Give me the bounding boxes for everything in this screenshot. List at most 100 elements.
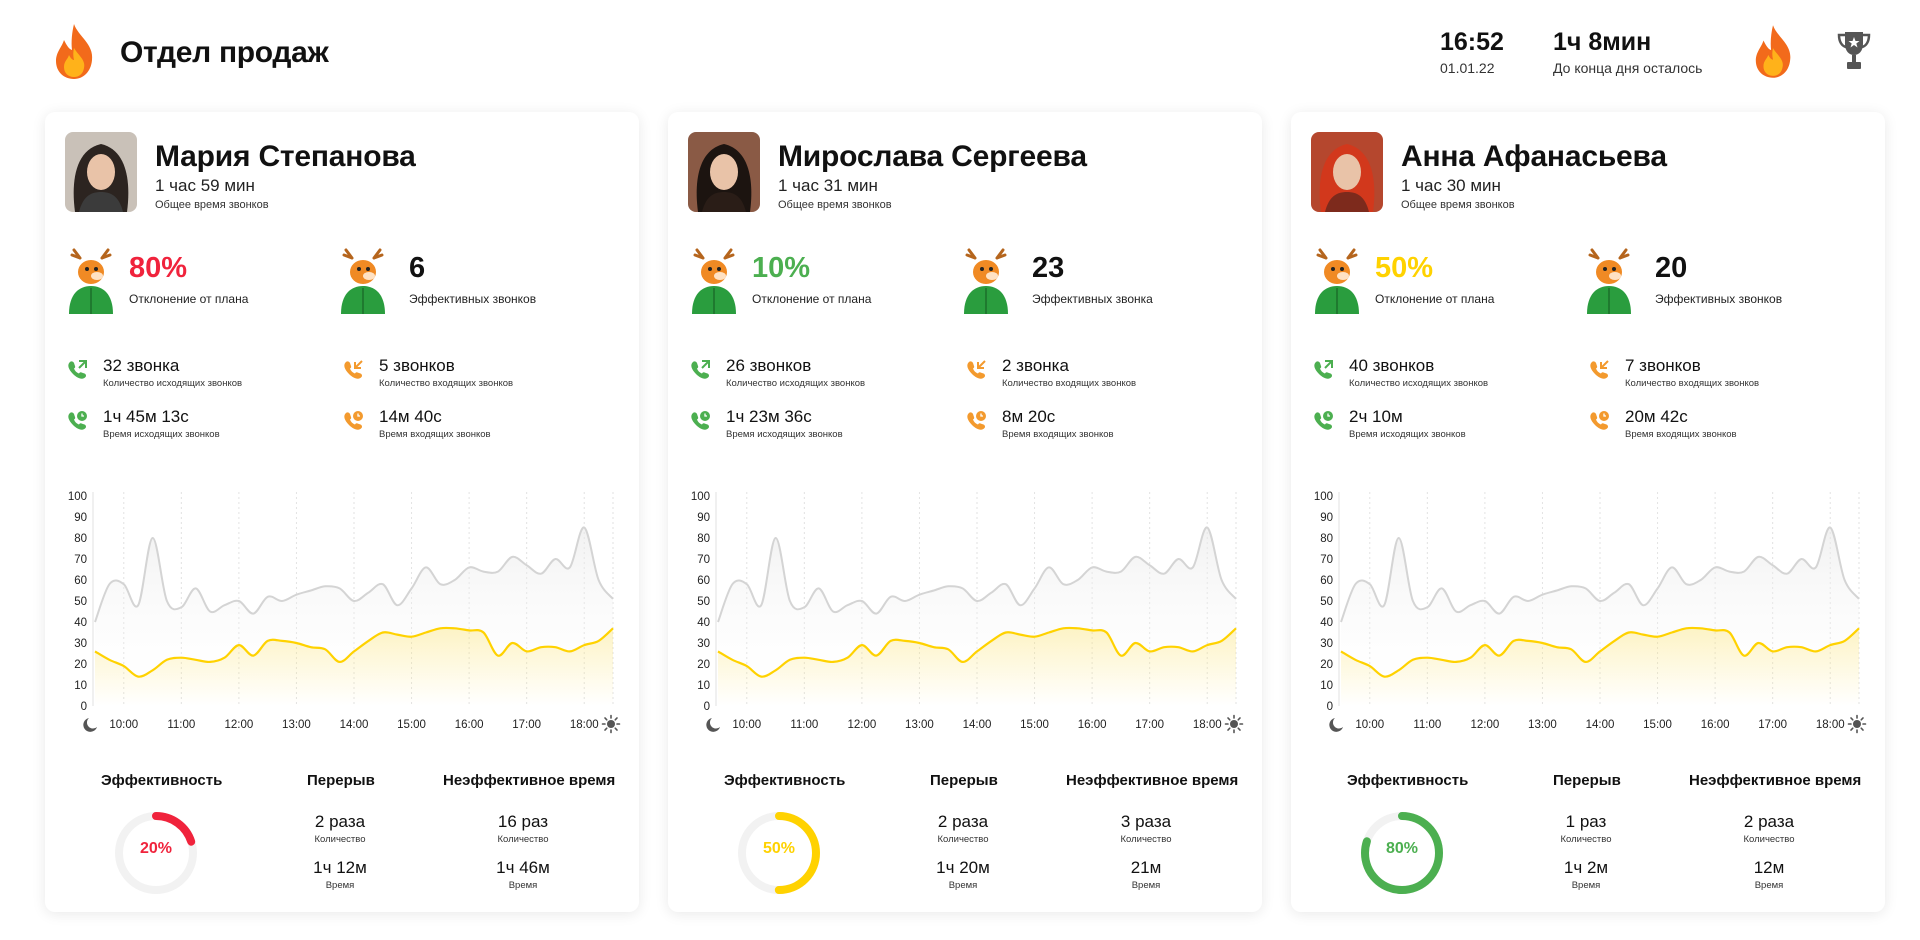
y-tick-label: 10 [697, 680, 710, 692]
break-time: 1ч 2м [1563, 858, 1609, 877]
x-tick-label: 16:00 [1701, 719, 1730, 731]
x-tick-label: 16:00 [455, 719, 484, 731]
avatar [1311, 132, 1383, 212]
x-tick-label: 10:00 [1355, 719, 1384, 731]
employee-name: Анна Афанасьева [1401, 140, 1667, 173]
y-tick-label: 70 [1320, 554, 1333, 566]
x-tick-label: 16:00 [1078, 719, 1107, 731]
y-tick-label: 100 [1314, 491, 1333, 503]
outgoing-calls-time-label: Время исходящих звонков [1349, 429, 1466, 440]
moon-icon [1329, 718, 1343, 732]
inefficient-time: 1ч 46м [496, 858, 550, 877]
x-tick-label: 17:00 [512, 719, 541, 731]
efficiency-value: 20% [139, 840, 173, 857]
efficiency-heading: Эффективность [724, 772, 846, 789]
y-tick-label: 100 [68, 491, 87, 503]
outgoing-time-icon [691, 411, 710, 430]
deer-mascot-icon [692, 248, 736, 314]
incoming-call-icon [1590, 360, 1609, 379]
y-tick-label: 90 [74, 512, 87, 524]
x-tick-label: 12:00 [1470, 719, 1499, 731]
y-tick-label: 60 [74, 575, 87, 587]
x-tick-label: 12:00 [847, 719, 876, 731]
avatar [688, 132, 760, 212]
x-tick-label: 18:00 [570, 719, 599, 731]
y-tick-label: 60 [697, 575, 710, 587]
break-time: 1ч 12м [313, 858, 367, 877]
time-remaining-value: 1ч 8мин [1553, 28, 1652, 56]
plan-deviation-value: 50% [1375, 252, 1434, 284]
deer-mascot-icon [69, 248, 113, 314]
total-call-time: 1 час 59 мин [155, 176, 255, 195]
plan-deviation-label: Отклонение от плана [129, 292, 249, 306]
series-area [1341, 627, 1859, 706]
x-tick-label: 17:00 [1758, 719, 1787, 731]
incoming-calls-count: 2 звонка [1002, 356, 1069, 375]
y-tick-label: 80 [74, 533, 87, 545]
incoming-time-icon [1590, 411, 1609, 430]
break-heading: Перерыв [930, 772, 998, 789]
employee-card[interactable]: Мирослава Сергеева 1 час 31 мин Общее вр… [668, 112, 1262, 912]
outgoing-calls-count: 40 звонков [1349, 356, 1435, 375]
efficiency-value: 50% [762, 840, 796, 857]
inefficient-time-label: Время [1131, 880, 1161, 891]
series-area [95, 627, 613, 706]
effective-series-line [94, 626, 614, 678]
incoming-calls-time-label: Время входящих звонков [1002, 429, 1114, 440]
flame-icon[interactable] [1752, 22, 1794, 80]
plan-deviation-label: Отклонение от плана [752, 292, 872, 306]
effective-calls-value: 6 [409, 252, 426, 284]
y-tick-label: 70 [74, 554, 87, 566]
inefficient-time-label: Время [508, 880, 538, 891]
inefficient-count: 2 раза [1743, 812, 1795, 831]
incoming-time-icon [344, 411, 363, 430]
y-tick-label: 30 [697, 638, 710, 650]
effective-series-line [717, 626, 1237, 678]
outgoing-time-icon [1314, 411, 1333, 430]
outgoing-call-icon [68, 360, 87, 379]
inefficient-count: 3 раза [1120, 812, 1172, 831]
x-tick-label: 15:00 [1643, 719, 1672, 731]
efficiency-donut [1361, 812, 1443, 894]
efficiency-value: 80% [1385, 840, 1419, 857]
effective-calls-label: Эффективных звонков [1655, 292, 1783, 306]
outgoing-calls-count-label: Количество исходящих звонков [103, 378, 243, 389]
y-tick-label: 100 [691, 491, 710, 503]
break-heading: Перерыв [1553, 772, 1621, 789]
moon-icon [83, 718, 97, 732]
incoming-calls-count-label: Количество входящих звонков [379, 378, 514, 389]
employee-card[interactable]: Мария Степанова 1 час 59 мин Общее время… [45, 112, 639, 912]
x-tick-label: 15:00 [397, 719, 426, 731]
x-tick-label: 12:00 [224, 719, 253, 731]
employee-card[interactable]: Анна Афанасьева 1 час 30 мин Общее время… [1291, 112, 1885, 912]
plan-deviation-value: 10% [752, 252, 811, 284]
break-count-label: Количество [1560, 834, 1612, 845]
total-call-time-label: Общее время звонков [1401, 199, 1515, 211]
incoming-call-icon [967, 360, 986, 379]
break-count: 1 раз [1565, 812, 1607, 831]
break-count-label: Количество [314, 834, 366, 845]
break-count: 2 раза [314, 812, 366, 831]
x-tick-label: 14:00 [963, 719, 992, 731]
time-remaining-label: До конца дня осталось [1553, 60, 1703, 76]
x-tick-label: 17:00 [1135, 719, 1164, 731]
incoming-calls-time: 14м 40с [379, 407, 442, 426]
total-call-time-label: Общее время звонков [778, 199, 892, 211]
effective-calls-value: 20 [1655, 252, 1688, 284]
trophy-icon[interactable] [1836, 28, 1872, 72]
inefficient-count-label: Количество [497, 834, 549, 845]
break-heading: Перерыв [307, 772, 375, 789]
y-tick-label: 90 [697, 512, 710, 524]
x-tick-label: 15:00 [1020, 719, 1049, 731]
current-date: 01.01.22 [1440, 60, 1495, 76]
y-tick-label: 40 [74, 617, 87, 629]
y-tick-label: 50 [74, 596, 87, 608]
y-tick-label: 30 [74, 638, 87, 650]
outgoing-calls-time-label: Время исходящих звонков [103, 429, 220, 440]
break-count-label: Количество [937, 834, 989, 845]
sun-icon [601, 714, 621, 734]
page-title: Отдел продаж [120, 36, 329, 69]
